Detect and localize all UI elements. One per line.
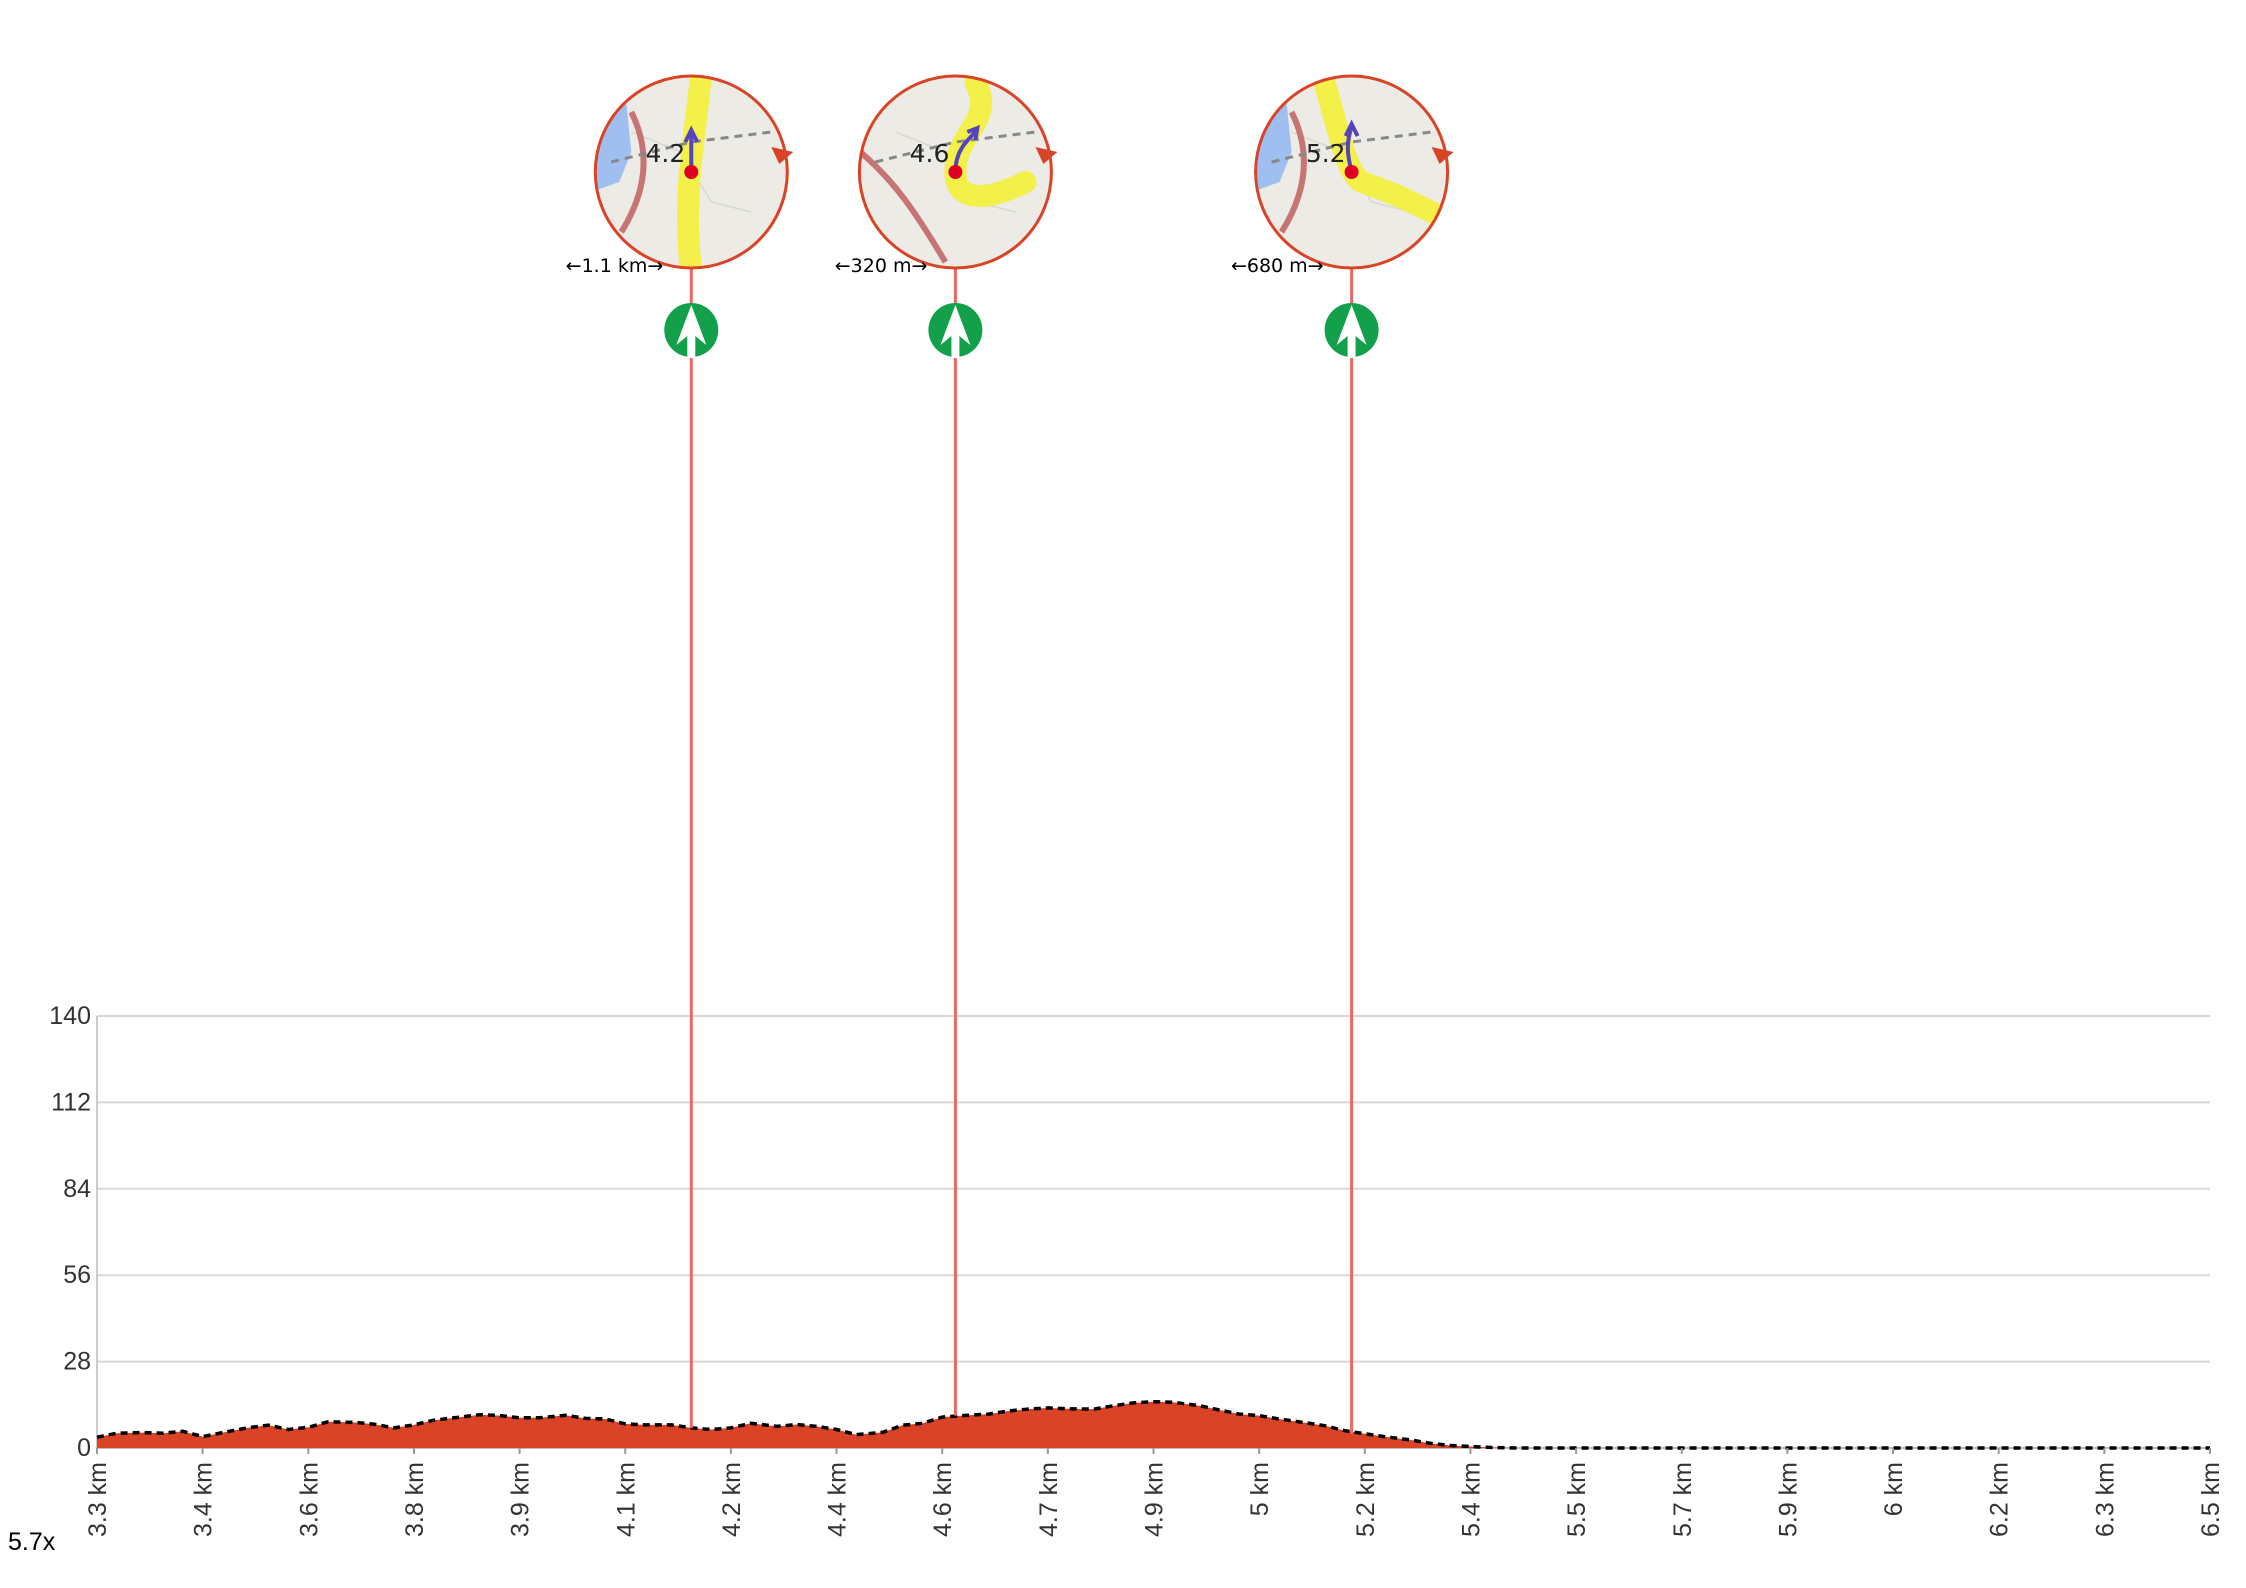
x-tick-label: 3.3 km	[84, 1462, 112, 1537]
x-tick-label: 4.4 km	[824, 1462, 852, 1537]
map-ridge	[618, 110, 647, 234]
waypoint-marker-4.6[interactable]: 4.6 ←320 m→	[835, 72, 1058, 1416]
x-tick-label: 5.5 km	[1563, 1462, 1591, 1537]
marker-km-label: 5.2	[1306, 139, 1346, 168]
waypoint-markers: 4.2 ←1.1 km→ 4.6 ←320 m→ 5.2 ←680 m→	[566, 72, 1454, 1434]
waypoint-marker-4.2[interactable]: 4.2 ←1.1 km→	[566, 72, 794, 1428]
x-tick-label: 4.6 km	[929, 1462, 957, 1537]
map-inset-border	[1254, 74, 1450, 270]
north-arrow-icon	[1035, 147, 1058, 164]
x-tick-label: 6.5 km	[2197, 1462, 2225, 1537]
map-ridge	[859, 149, 948, 264]
y-tick-label-140: 140	[49, 1002, 91, 1030]
map-position-dot	[948, 165, 963, 179]
map-position-dot	[684, 165, 699, 179]
y-tick-label-28: 28	[63, 1348, 91, 1376]
x-tick-label: 4.9 km	[1141, 1462, 1169, 1537]
x-tick-label: 6.3 km	[2091, 1462, 2119, 1537]
x-tick-label: 5 km	[1246, 1462, 1274, 1516]
x-tick-label: 6.2 km	[1986, 1462, 2014, 1537]
y-tick-label-112: 112	[51, 1088, 91, 1116]
map-ridge	[1279, 110, 1307, 234]
map-inset[interactable]: 5.2 ←680 m→	[1231, 72, 1454, 277]
x-tick-label: 4.1 km	[612, 1462, 640, 1537]
elevation-series	[96, 1399, 2210, 1450]
arrow-up-icon-glyph	[1336, 305, 1367, 358]
x-tick-label: 3.9 km	[507, 1462, 535, 1537]
waypoint-marker-5.2[interactable]: 5.2 ←680 m→	[1231, 72, 1454, 1434]
map-scale-label: ←680 m→	[1231, 255, 1324, 277]
y-axis: 0 28 56 84 112 140	[49, 1002, 98, 1462]
arrow-up-icon-glyph	[676, 305, 707, 358]
map-inset[interactable]: 4.2 ←1.1 km→	[566, 72, 794, 277]
marker-km-label: 4.2	[646, 139, 686, 168]
map-inset-border	[857, 74, 1053, 270]
map-scale-label: ←1.1 km→	[566, 255, 664, 277]
x-tick-label: 3.8 km	[401, 1462, 429, 1537]
x-tick-label: 3.4 km	[190, 1462, 218, 1537]
marker-km-label: 4.6	[910, 139, 950, 168]
map-scale-label: ←320 m→	[835, 255, 928, 277]
x-tick-label: 5.7 km	[1669, 1462, 1697, 1537]
x-tick-label: 5.4 km	[1457, 1462, 1485, 1537]
zoom-level-label: 5.7x	[8, 1528, 56, 1556]
y-tick-label-0: 0	[77, 1434, 91, 1462]
x-tick-label: 4.2 km	[718, 1462, 746, 1537]
map-position-dot	[1344, 165, 1359, 179]
x-axis: 3.3 km 3.4 km 3.6 km 3.8 km 3.9 km 4.1 km 4.2 …	[84, 1448, 2225, 1537]
map-inset-border	[593, 74, 789, 270]
arrow-up-icon-glyph	[940, 305, 971, 358]
x-tick-label: 3.6 km	[295, 1462, 323, 1537]
y-tick-label-84: 84	[63, 1175, 91, 1203]
x-tick-label: 5.2 km	[1352, 1462, 1380, 1537]
map-inset-content	[859, 76, 1052, 268]
x-tick-label: 6 km	[1880, 1462, 1908, 1516]
elevation-line	[96, 1399, 2210, 1450]
y-tick-label-56: 56	[63, 1261, 91, 1289]
grid-lines	[97, 1015, 2210, 1449]
map-inset-content	[1255, 76, 1448, 268]
map-inset-content	[595, 76, 788, 268]
map-route-highlight	[1310, 76, 1443, 223]
x-tick-label: 5.9 km	[1774, 1462, 1802, 1537]
north-arrow-icon	[1431, 147, 1454, 164]
north-arrow-icon	[771, 147, 794, 164]
elevation-area	[97, 1401, 2210, 1448]
map-inset[interactable]: 4.6 ←320 m→	[835, 72, 1058, 277]
x-tick-label: 4.7 km	[1035, 1462, 1063, 1537]
